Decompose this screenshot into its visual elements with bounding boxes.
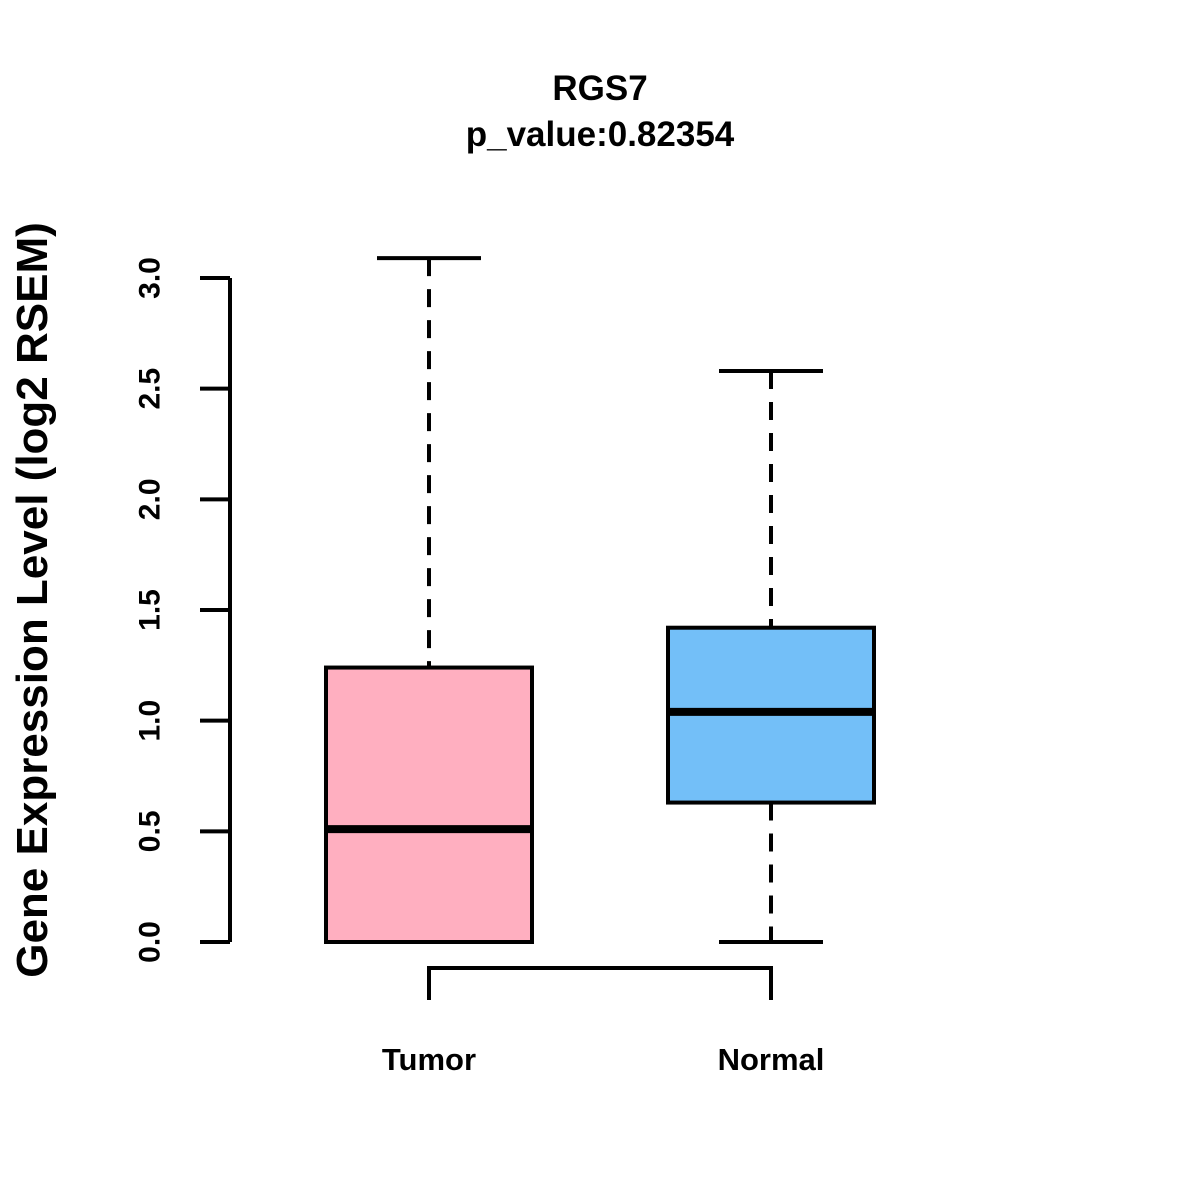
- comparison-bracket: [427, 966, 773, 1000]
- y-tick-label: 2.5: [134, 368, 167, 410]
- x-category-label-tumor: Tumor: [382, 1042, 476, 1077]
- box-tumor: [324, 665, 534, 944]
- y-tick-label: 0.5: [134, 810, 167, 852]
- y-tick-label: 1.5: [134, 589, 167, 631]
- chart-subtitle-pvalue: p_value:0.82354: [465, 115, 735, 154]
- y-tick-label: 2.0: [134, 478, 167, 520]
- title-block: RGS7 p_value:0.82354: [230, 66, 970, 158]
- x-category-label-normal: Normal: [718, 1042, 825, 1077]
- y-tick-label: 3.0: [134, 257, 167, 299]
- y-tick-label: 1.0: [134, 700, 167, 742]
- chart-title: RGS7: [552, 69, 648, 108]
- y-tick-label: 0.0: [134, 921, 167, 963]
